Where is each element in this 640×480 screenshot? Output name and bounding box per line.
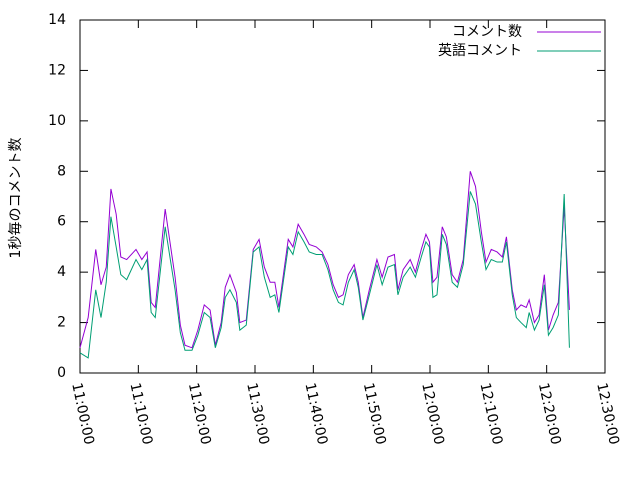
data-line xyxy=(79,171,570,349)
legend-label: 英語コメント xyxy=(438,42,522,59)
plot-border xyxy=(79,19,606,374)
y-tick-label: 0 xyxy=(57,365,66,381)
y-tick-label: 12 xyxy=(48,62,66,78)
y-axis-label: 1秒毎のコメント数 xyxy=(8,138,24,259)
y-tick-label: 6 xyxy=(57,214,66,230)
y-tick-label: 2 xyxy=(57,315,66,331)
legend-label: コメント数 xyxy=(452,24,522,40)
y-tick-label: 8 xyxy=(57,163,66,179)
data-line xyxy=(79,191,570,359)
y-tick-label: 4 xyxy=(57,264,66,280)
y-tick-label: 10 xyxy=(48,113,66,129)
y-tick-label: 14 xyxy=(48,12,66,28)
